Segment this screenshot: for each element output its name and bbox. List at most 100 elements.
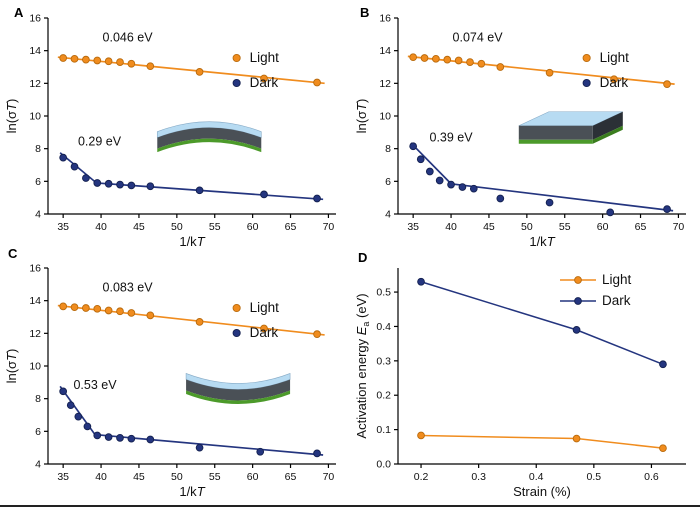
panel-a: 35 40 45 50 55 60 65 70 4 6 8 10 12 14 16 1/kT ln(σT) 0.0… bbox=[2, 8, 348, 257]
series-dark bbox=[409, 142, 674, 217]
panel-d-chart: 0.2 0.3 0.4 0.5 0.6 0.0 0.1 0.2 0.3 0.4 0.5 Strain … bbox=[354, 268, 686, 499]
data-point bbox=[82, 55, 90, 64]
series-dark bbox=[59, 385, 324, 458]
y-tick-label: 8 bbox=[35, 393, 41, 405]
data-point bbox=[70, 303, 79, 312]
data-point bbox=[70, 162, 79, 171]
data-point bbox=[313, 194, 321, 203]
legend-label: Dark bbox=[600, 75, 629, 90]
x-axis-label: 1/kT bbox=[179, 484, 205, 499]
data-point bbox=[466, 58, 474, 66]
y-axis-label: ln(σT) bbox=[4, 349, 19, 384]
data-point bbox=[496, 63, 505, 71]
y-tick-label: 8 bbox=[385, 143, 391, 155]
axes bbox=[394, 268, 686, 468]
legend: Light Dark bbox=[560, 272, 632, 308]
sample-schematic-bent-up bbox=[156, 121, 262, 153]
legend-marker bbox=[232, 78, 241, 88]
data-point bbox=[417, 277, 425, 286]
panel-d: 0.2 0.3 0.4 0.5 0.6 0.0 0.1 0.2 0.3 0.4 0.5 Strain … bbox=[352, 258, 698, 507]
series-dark bbox=[59, 152, 324, 203]
series-line bbox=[421, 434, 664, 449]
y-tick-label: 0.5 bbox=[376, 287, 391, 299]
data-point bbox=[659, 444, 667, 453]
x-tick-label: 50 bbox=[521, 221, 533, 233]
data-point bbox=[104, 306, 113, 315]
legend-marker bbox=[574, 297, 582, 305]
x-tick-label: 0.2 bbox=[414, 471, 429, 483]
activation-energy-annotation: 0.29 eV bbox=[78, 134, 122, 148]
panel-label-a: A bbox=[14, 5, 24, 20]
data-point bbox=[116, 58, 124, 66]
data-point bbox=[195, 443, 204, 452]
data-point bbox=[260, 74, 268, 83]
y-tick-label: 0.2 bbox=[376, 390, 391, 402]
data-point bbox=[606, 208, 615, 217]
data-point bbox=[313, 78, 321, 87]
data-point bbox=[663, 205, 671, 213]
x-tick-label: 70 bbox=[673, 221, 685, 233]
legend-label: Dark bbox=[250, 75, 279, 90]
legend-label: Light bbox=[600, 50, 630, 65]
panel-b-chart: 35 40 45 50 55 60 65 70 4 6 8 10 12 14 16 1/kT ln(σT) 0.0… bbox=[354, 13, 686, 249]
data-point bbox=[83, 422, 92, 431]
x-tick-label: 50 bbox=[171, 471, 183, 483]
x-tick-label: 45 bbox=[133, 221, 145, 233]
x-tick-label: 0.3 bbox=[471, 471, 486, 483]
data-point bbox=[454, 56, 463, 65]
x-tick-label: 60 bbox=[247, 471, 259, 483]
y-tick-label: 16 bbox=[29, 263, 41, 275]
data-point bbox=[70, 54, 79, 63]
x-tick-label: 0.5 bbox=[587, 471, 602, 483]
activation-energy-annotation: 0.53 eV bbox=[73, 378, 117, 392]
data-point bbox=[469, 184, 478, 193]
data-point bbox=[663, 80, 671, 89]
activation-energy-annotation: 0.39 eV bbox=[430, 130, 474, 144]
panel-a-chart: 35 40 45 50 55 60 65 70 4 6 8 10 12 14 16 1/kT ln(σT) 0.0… bbox=[4, 13, 336, 249]
y-tick-label: 0.4 bbox=[376, 321, 391, 333]
y-tick-label: 10 bbox=[379, 111, 391, 123]
x-tick-label: 35 bbox=[57, 471, 69, 483]
legend-marker bbox=[582, 78, 591, 88]
fit-line bbox=[59, 152, 324, 201]
panel-label-d: D bbox=[358, 250, 368, 265]
x-tick-label: 35 bbox=[57, 221, 69, 233]
data-point bbox=[496, 194, 505, 203]
y-tick-label: 16 bbox=[29, 13, 41, 25]
data-point bbox=[74, 412, 83, 421]
x-tick-label: 40 bbox=[95, 471, 107, 483]
data-point bbox=[59, 387, 68, 396]
data-point bbox=[59, 302, 68, 311]
legend-marker bbox=[232, 328, 241, 338]
activation-energy-annotation: 0.083 eV bbox=[103, 281, 154, 295]
data-point bbox=[477, 59, 486, 68]
legend: Light Dark bbox=[582, 50, 630, 90]
y-tick-label: 10 bbox=[29, 111, 41, 123]
data-point bbox=[572, 434, 581, 443]
series-dark bbox=[417, 277, 667, 369]
data-point bbox=[409, 53, 418, 62]
data-point bbox=[313, 330, 321, 339]
fit-line bbox=[59, 385, 324, 456]
data-point bbox=[409, 142, 418, 151]
x-tick-label: 60 bbox=[597, 221, 609, 233]
legend-label: Dark bbox=[602, 293, 631, 308]
data-point bbox=[432, 54, 440, 63]
y-tick-label: 4 bbox=[385, 209, 391, 221]
data-point bbox=[93, 179, 102, 187]
x-tick-label: 70 bbox=[323, 471, 335, 483]
data-point bbox=[572, 326, 581, 334]
x-tick-label: 45 bbox=[133, 471, 145, 483]
y-tick-label: 6 bbox=[35, 176, 41, 188]
data-point bbox=[127, 181, 136, 190]
series-light bbox=[57, 302, 325, 339]
fit-line bbox=[57, 56, 325, 85]
x-tick-label: 35 bbox=[407, 221, 419, 233]
data-point bbox=[659, 360, 667, 369]
x-tick-label: 40 bbox=[445, 221, 457, 233]
x-tick-label: 45 bbox=[483, 221, 495, 233]
x-tick-label: 65 bbox=[285, 471, 297, 483]
data-point bbox=[59, 153, 68, 162]
data-point bbox=[416, 155, 425, 164]
x-tick-label: 65 bbox=[285, 221, 297, 233]
